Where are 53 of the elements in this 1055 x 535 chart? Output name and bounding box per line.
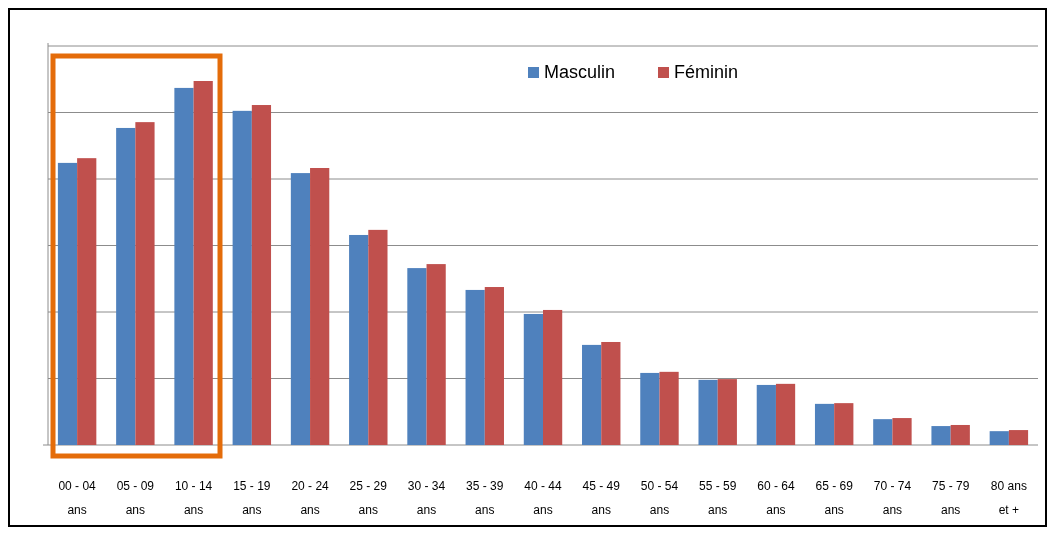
- legend-label: Masculin: [544, 62, 616, 82]
- bar: [873, 419, 893, 445]
- bar: [775, 383, 796, 445]
- x-tick-label: 80 ans et +: [990, 479, 1027, 517]
- bar: [426, 264, 446, 445]
- x-tick-label: 00 - 04 ans: [58, 479, 97, 517]
- x-tick-label: 65 - 69 ans: [815, 479, 854, 517]
- x-tick-label: 60 - 64 ans: [757, 479, 795, 517]
- bar: [950, 424, 970, 445]
- x-tick-label: 30 - 34 ans: [407, 479, 446, 517]
- bar: [717, 379, 737, 445]
- x-tick-label: 10 - 14 ans: [174, 479, 213, 517]
- x-tick-label: 75 - 79 ans: [931, 479, 970, 517]
- bar: [834, 403, 854, 445]
- bar: [368, 229, 388, 445]
- bar: [77, 158, 97, 445]
- bar: [601, 341, 621, 445]
- bar: [290, 173, 311, 445]
- bar: [251, 105, 272, 445]
- bar: [174, 87, 194, 445]
- bar: [931, 426, 951, 445]
- bar: [193, 81, 213, 445]
- x-tick-label: 05 - 09 ans: [116, 479, 155, 517]
- bar: [989, 431, 1009, 445]
- x-tick-label: 40 - 44 ans: [524, 479, 563, 517]
- x-tick-label: 70 - 74 ans: [873, 479, 912, 517]
- bar: [407, 268, 427, 445]
- bar: [484, 287, 504, 445]
- bar: [543, 309, 563, 445]
- bar: [523, 313, 543, 445]
- bar: [57, 162, 78, 445]
- bar: [1008, 430, 1029, 445]
- bar: [310, 168, 330, 445]
- bar: [640, 372, 660, 445]
- bar: [465, 289, 485, 445]
- bar: [232, 110, 252, 445]
- bar: [814, 403, 835, 445]
- x-tick-label: 50 - 54 ans: [640, 479, 679, 517]
- x-tick-label: 45 - 49 ans: [582, 479, 621, 517]
- bar: [349, 234, 369, 445]
- bar: [135, 122, 155, 445]
- bar: [698, 379, 718, 445]
- x-tick-label: 35 - 39 ans: [466, 479, 504, 517]
- x-tick-label: 20 - 24 ans: [291, 479, 330, 517]
- bar: [659, 371, 679, 445]
- bar: [756, 384, 776, 445]
- legend-label: Féminin: [674, 62, 739, 82]
- bar: [892, 418, 912, 445]
- bar: [582, 344, 602, 445]
- x-tick-label: 25 - 29 ans: [349, 479, 388, 517]
- bar: [116, 127, 136, 445]
- x-tick-label: 55 - 59 ans: [699, 479, 737, 517]
- x-tick-label: 15 - 19 ans: [233, 479, 271, 517]
